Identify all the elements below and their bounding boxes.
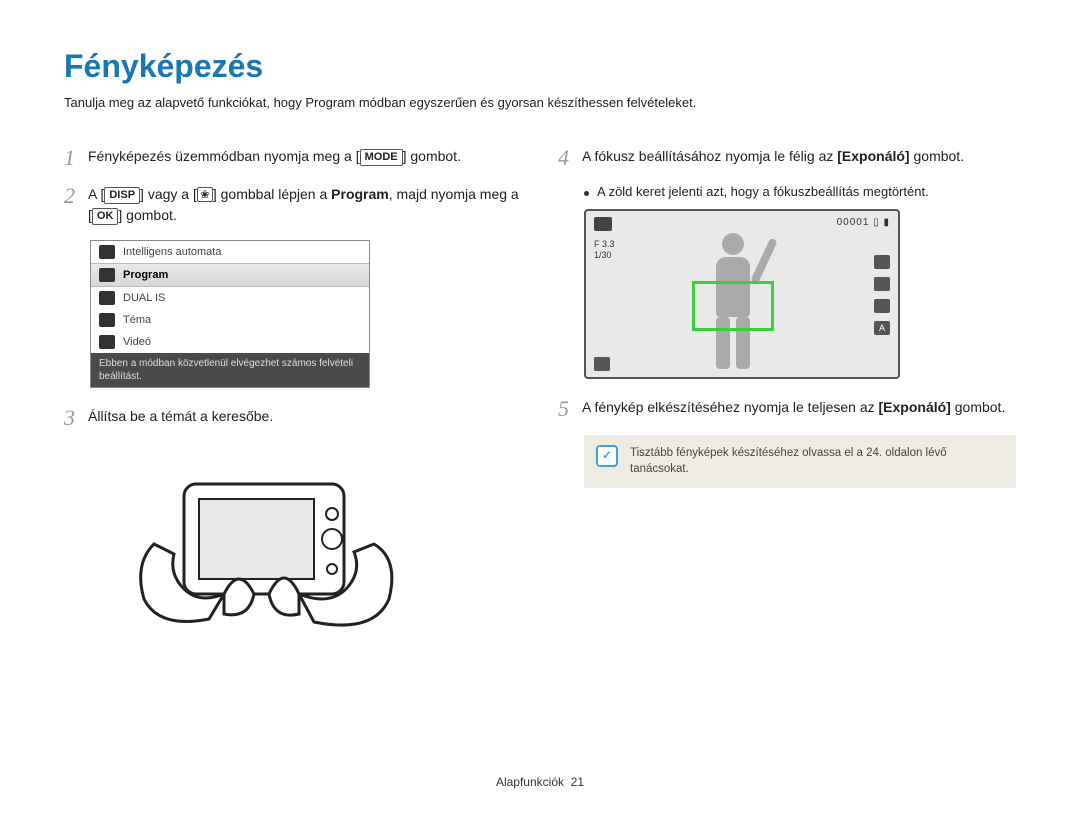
mode-menu-item: Téma bbox=[91, 309, 369, 331]
shutter-word: [Exponáló] bbox=[837, 148, 909, 164]
mode-menu-item: Videó bbox=[91, 331, 369, 353]
mode-icon bbox=[99, 313, 115, 327]
mode-label: DUAL IS bbox=[123, 292, 165, 304]
left-column: 1 Fényképezés üzemmódban nyomja meg a [M… bbox=[64, 146, 522, 644]
step-text: Állítsa be a témát a keresőbe. bbox=[88, 406, 522, 427]
camera-icon bbox=[594, 217, 612, 231]
mode-label: Program bbox=[123, 269, 168, 281]
bullet-text: A zöld keret jelenti azt, hogy a fókuszb… bbox=[597, 184, 929, 199]
shutter-value: 1/30 bbox=[594, 250, 615, 260]
text: A fókusz beállításához nyomja le félig a… bbox=[582, 148, 837, 164]
step-text: A [DISP] vagy a [❀] gombbal lépjen a Pro… bbox=[88, 184, 522, 226]
mode-icon bbox=[99, 245, 115, 259]
step-2: 2 A [DISP] vagy a [❀] gombbal lépjen a P… bbox=[64, 184, 522, 226]
text: A fénykép elkészítéséhez nyomja le telje… bbox=[582, 399, 879, 415]
mode-menu-figure: Intelligens automata Program DUAL IS Tém… bbox=[90, 240, 370, 388]
hands-holding-camera-figure bbox=[114, 444, 414, 644]
text: A bbox=[88, 186, 100, 202]
program-word: Program bbox=[331, 186, 389, 202]
osd-right-icons: A bbox=[874, 255, 890, 335]
step-4: 4 A fókusz beállításához nyomja le félig… bbox=[558, 146, 1016, 170]
tip-text: Tisztább fényképek készítéséhez olvassa … bbox=[630, 445, 1004, 477]
step-3: 3 Állítsa be a témát a keresőbe. bbox=[64, 406, 522, 430]
osd-quality-icon bbox=[874, 277, 890, 291]
mode-label: Téma bbox=[123, 314, 151, 326]
osd-mode-icon bbox=[594, 217, 612, 231]
osd-stabilizer-icon bbox=[594, 357, 610, 371]
mode-menu-footer: Ebben a módban közvetlenül elvégezhet sz… bbox=[91, 353, 369, 387]
step-text: A fénykép elkészítéséhez nyomja le telje… bbox=[582, 397, 1016, 418]
step-1: 1 Fényképezés üzemmódban nyomja meg a [M… bbox=[64, 146, 522, 170]
footer-label: Alapfunkciók bbox=[496, 775, 564, 789]
mode-menu-item-selected: Program bbox=[91, 263, 369, 287]
camera-preview-figure: 00001 ▯ ▮ F 3.3 1/30 A bbox=[584, 209, 900, 379]
mode-icon bbox=[99, 291, 115, 305]
osd-counter: 00001 ▯ ▮ bbox=[837, 217, 890, 228]
text: gombot. bbox=[406, 148, 460, 164]
text: gombot. bbox=[951, 399, 1005, 415]
text: Fényképezés üzemmódban nyomja meg a bbox=[88, 148, 356, 164]
mode-menu-item: Intelligens automata bbox=[91, 241, 369, 263]
step-number: 4 bbox=[558, 146, 582, 170]
osd-metering-icon bbox=[874, 299, 890, 313]
page-title: Fényképezés bbox=[64, 48, 1016, 85]
mode-icon bbox=[99, 335, 115, 349]
text: gombot. bbox=[910, 148, 964, 164]
mode-menu-item: DUAL IS bbox=[91, 287, 369, 309]
footer-page-number: 21 bbox=[571, 775, 584, 789]
fstop-value: F 3.3 bbox=[594, 239, 615, 249]
ok-button-label: OK bbox=[92, 208, 119, 225]
step-number: 2 bbox=[64, 184, 88, 208]
text: vagy a bbox=[144, 186, 193, 202]
content-columns: 1 Fényképezés üzemmódban nyomja meg a [M… bbox=[64, 146, 1016, 644]
focus-confirmation-bullet: A zöld keret jelenti azt, hogy a fókuszb… bbox=[584, 184, 1016, 199]
step-number: 3 bbox=[64, 406, 88, 430]
shutter-word: [Exponáló] bbox=[879, 399, 951, 415]
right-column: 4 A fókusz beállításához nyomja le félig… bbox=[558, 146, 1016, 644]
osd-flash-icon: A bbox=[874, 321, 890, 335]
mode-icon bbox=[99, 268, 115, 282]
step-number: 1 bbox=[64, 146, 88, 170]
disp-button-label: DISP bbox=[104, 187, 140, 204]
focus-frame bbox=[692, 281, 774, 331]
camera-illustration-icon bbox=[114, 444, 414, 644]
counter-value: 00001 bbox=[837, 217, 870, 228]
osd-size-icon bbox=[874, 255, 890, 269]
mode-label: Videó bbox=[123, 336, 151, 348]
step-text: Fényképezés üzemmódban nyomja meg a [MOD… bbox=[88, 146, 522, 167]
tip-icon: ✓ bbox=[596, 445, 618, 467]
tip-box: ✓ Tisztább fényképek készítéséhez olvass… bbox=[584, 435, 1016, 487]
step-5: 5 A fénykép elkészítéséhez nyomja le tel… bbox=[558, 397, 1016, 421]
bullet-icon bbox=[584, 191, 589, 196]
step-text: A fókusz beállításához nyomja le félig a… bbox=[582, 146, 1016, 167]
osd-exposure: F 3.3 1/30 bbox=[594, 239, 615, 260]
macro-button-icon: ❀ bbox=[197, 187, 213, 202]
page-footer: Alapfunkciók 21 bbox=[0, 775, 1080, 789]
step-number: 5 bbox=[558, 397, 582, 421]
mode-button-label: MODE bbox=[360, 149, 403, 166]
text: , majd nyomja meg a bbox=[389, 186, 519, 202]
text: gombot. bbox=[122, 207, 176, 223]
mode-label: Intelligens automata bbox=[123, 246, 221, 258]
text: gombbal lépjen a bbox=[217, 186, 331, 202]
page-subtitle: Tanulja meg az alapvető funkciókat, hogy… bbox=[64, 95, 1016, 110]
